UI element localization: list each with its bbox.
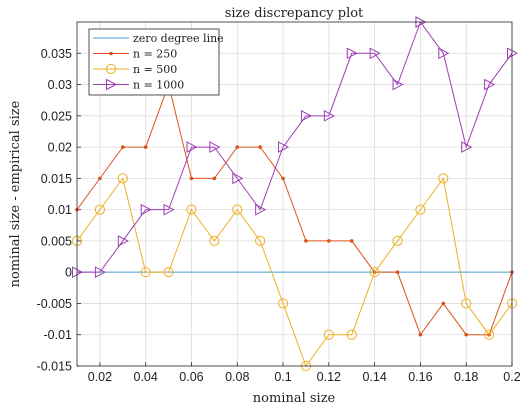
chart-title: size discrepancy plot	[225, 6, 364, 21]
legend: zero degree line n = 250 n = 500 n = 1000	[88, 28, 224, 96]
data-point-n-500	[346, 329, 357, 340]
legend-swatch-marker	[106, 78, 118, 91]
data-point-n-500	[117, 173, 128, 184]
legend-label: n = 1000	[133, 79, 184, 92]
legend-swatch-marker	[105, 63, 117, 75]
data-point-n-250	[98, 176, 102, 181]
x-tick-label: 0.18	[454, 370, 478, 384]
data-point-n-250	[258, 145, 262, 149]
data-point-n-1000	[255, 203, 267, 216]
data-point-n-500	[369, 267, 380, 278]
data-point-n-500	[415, 204, 426, 215]
legend-entry-n-500: n = 500	[93, 63, 177, 76]
data-point-n-1000	[186, 141, 198, 153]
y-tick-label: -0.015	[37, 360, 72, 374]
y-axis-label: nominal size - empirical size	[8, 100, 23, 287]
x-tick-label: 0.04	[134, 370, 158, 384]
y-tick-label: 0.025	[41, 109, 72, 123]
data-point-n-250	[212, 176, 217, 181]
legend-swatch-marker	[109, 51, 113, 56]
x-tick-label: 0.06	[179, 370, 203, 384]
x-tick-label: 0.08	[225, 370, 249, 384]
legend-label: zero degree line	[133, 32, 224, 45]
data-point-n-500	[94, 204, 105, 215]
data-point-n-500	[438, 173, 449, 184]
y-tick-label: 0	[65, 266, 72, 280]
data-point-n-500	[232, 204, 243, 215]
data-point-n-1000	[232, 172, 244, 185]
plot-frame	[76, 21, 513, 367]
legend-entry-zero-degree-line: zero degree line	[93, 32, 224, 45]
data-point-n-250	[464, 332, 469, 337]
data-point-n-250	[395, 270, 400, 274]
data-point-n-1000	[140, 203, 152, 216]
y-tick-label: 0.02	[48, 141, 72, 155]
data-point-n-1000	[484, 78, 496, 91]
data-point-n-250	[327, 239, 331, 243]
data-point-n-250	[235, 145, 240, 149]
data-point-n-500	[209, 235, 220, 247]
data-point-n-500	[323, 329, 334, 340]
data-point-n-250	[349, 239, 354, 243]
data-point-n-500	[140, 267, 151, 278]
data-point-n-1000	[461, 141, 473, 153]
legend-label: n = 250	[133, 48, 177, 61]
y-tick-label: 0.005	[41, 234, 72, 248]
x-tick-label: 0.2	[503, 370, 520, 384]
legend-entry-n-250: n = 250	[93, 48, 177, 61]
x-tick-label: 0.02	[88, 370, 112, 384]
y-tick-label: -0.005	[37, 297, 72, 311]
x-tick-label: 0.16	[408, 370, 432, 384]
data-point-n-250	[143, 145, 148, 149]
x-tick-label: 0.14	[362, 370, 386, 384]
data-point-n-1000	[300, 109, 313, 122]
series-line-n-250	[76, 82, 513, 336]
data-point-n-500	[392, 235, 403, 247]
y-tick-label: 0.03	[48, 78, 72, 92]
series-line-n-500	[76, 177, 513, 368]
axes: 0.02 0.04 0.06 0.08 0.1 0.12 0.14 0.16 0.18 0.2 -0…	[37, 47, 521, 384]
data-point-n-500	[484, 329, 495, 340]
data-point-n-500	[163, 267, 174, 278]
series-line-n-1000	[77, 20, 513, 273]
data-point-n-250	[441, 301, 446, 306]
data-point-n-1000	[392, 78, 404, 91]
data-point-n-500	[255, 235, 266, 247]
legend-entry-n-1000: n = 1000	[93, 79, 184, 92]
data-point-n-1000	[163, 203, 175, 216]
data-point-n-1000	[278, 141, 290, 153]
legend-label: n = 500	[133, 63, 177, 76]
data-point-n-1000	[94, 266, 106, 279]
y-tick-label: 0.015	[41, 172, 72, 186]
data-point-n-1000	[369, 47, 381, 60]
data-point-n-250	[418, 332, 423, 337]
data-point-n-250	[304, 239, 308, 243]
data-point-n-250	[189, 176, 194, 181]
x-tick-label: 0.12	[317, 370, 341, 384]
x-tick-label: 0.1	[274, 370, 291, 384]
data-point-n-1000	[323, 109, 335, 122]
data-point-n-1000	[209, 141, 221, 153]
data-point-n-1000	[346, 47, 358, 60]
y-tick-label: 0.035	[41, 47, 72, 61]
series-n-1000	[72, 16, 519, 279]
x-axis-label: nominal size	[253, 391, 336, 406]
y-tick-label: 0.01	[48, 203, 72, 217]
data-point-n-1000	[438, 47, 450, 60]
data-point-n-250	[120, 145, 125, 149]
data-point-n-500	[186, 204, 197, 215]
data-point-n-250	[281, 176, 285, 181]
data-point-n-500	[277, 298, 289, 309]
data-point-n-500	[461, 298, 472, 309]
plot-series	[71, 16, 519, 372]
data-point-n-1000	[117, 235, 129, 247]
y-tick-label: -0.01	[44, 328, 73, 342]
